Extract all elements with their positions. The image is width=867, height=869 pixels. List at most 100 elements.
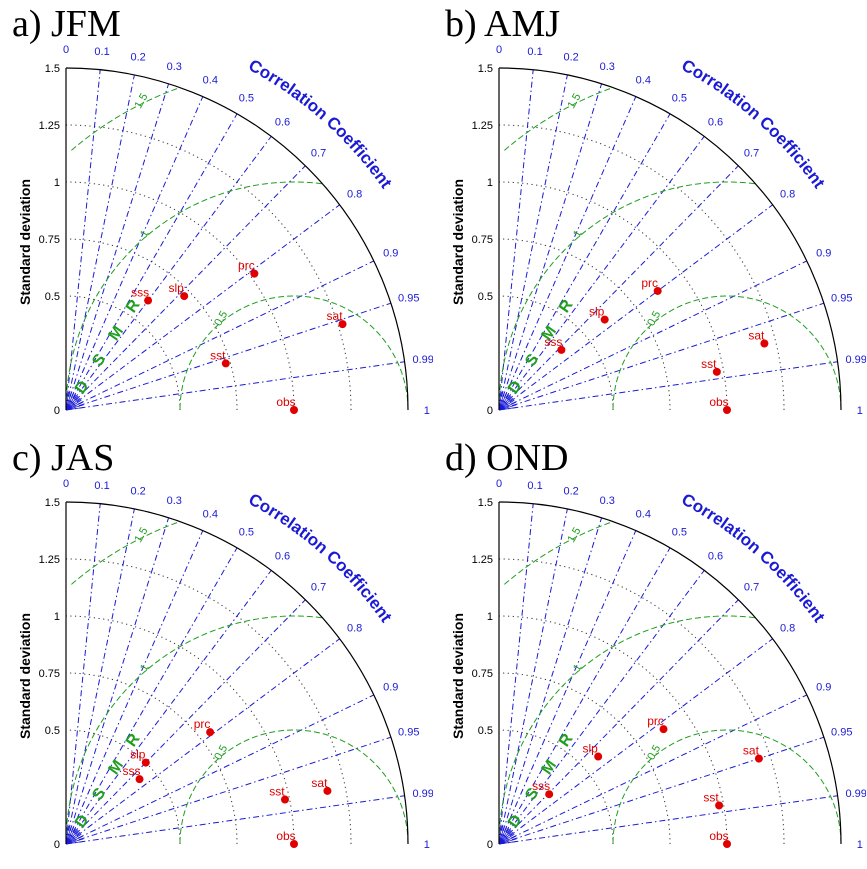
correlation-axis-title-text: Correlation Coefficient — [245, 490, 395, 626]
correlation-tick-label: 0.8 — [780, 189, 795, 201]
stddev-grid-arc — [498, 729, 614, 845]
stddev-grid-arc — [65, 672, 238, 845]
data-point-sst — [715, 801, 724, 810]
stddev-grid-arc — [65, 615, 295, 845]
stddev-tick-label: 0.5 — [478, 291, 493, 303]
correlation-tick-label: 0.1 — [527, 46, 542, 58]
correlation-ray — [65, 136, 272, 411]
rmsd-axis-letter: S — [89, 785, 109, 804]
correlation-axis-title: Correlation Coefficient — [245, 490, 395, 626]
correlation-ray — [498, 404, 517, 411]
correlation-tick-label: 0.5 — [239, 527, 254, 539]
correlation-axis-title: Correlation Coefficient — [678, 56, 828, 192]
correlation-ray — [65, 393, 74, 411]
rmsd-arc — [498, 181, 755, 411]
stddev-tick-label: 0 — [54, 405, 60, 417]
data-point-label-obs: obs — [709, 395, 728, 409]
data-point-obs — [290, 840, 298, 848]
stddev-tick-label: 1.25 — [39, 120, 60, 132]
stddev-tick-label: 1.5 — [478, 63, 493, 75]
correlation-tick-label: 0.3 — [600, 61, 615, 73]
stddev-tick-label: 1 — [487, 177, 493, 189]
data-point-label-slp: slp — [589, 305, 605, 319]
data-point-label-sat: sat — [748, 328, 765, 342]
stddev-tick-label: 0 — [487, 405, 493, 417]
taylor-diagram-ond: 0 0.1 0.2 0.3 0.4 0.5 0.6 0.7 0.8 0.9 0.95 0.99 1 0.5… — [450, 478, 866, 851]
correlation-ray — [498, 395, 512, 411]
data-point-label-slp: slp — [130, 748, 146, 762]
rmsd-tick-label: 1.5 — [132, 91, 150, 110]
rmsd-arc — [69, 88, 178, 153]
correlation-ray — [498, 827, 507, 845]
correlation-tick-label: 0.4 — [636, 74, 651, 86]
correlation-tick-label: 0.2 — [131, 485, 146, 497]
correlation-ray — [65, 795, 405, 845]
correlation-tick-label: 0.8 — [780, 623, 795, 635]
correlation-tick-label: 1 — [857, 405, 863, 417]
data-point-sss — [557, 345, 566, 354]
correlation-tick-label: 0.1 — [94, 480, 109, 492]
data-point-label-prc: prc — [647, 714, 664, 728]
correlation-tick-label: 0.6 — [708, 116, 723, 128]
correlation-ray — [498, 407, 518, 411]
correlation-tick-label: 0.95 — [398, 726, 419, 738]
correlation-ray — [65, 113, 238, 411]
rmsd-tick-label: 1 — [138, 228, 151, 239]
rmsd-axis-letter: S — [89, 351, 109, 370]
stddev-tick-label: 1 — [487, 611, 493, 623]
correlation-ray — [65, 83, 170, 411]
correlation-tick-label: 0.7 — [744, 147, 759, 159]
stddev-tick-label: 1.25 — [472, 120, 493, 132]
rmsd-tick-label: 0.5 — [645, 309, 663, 328]
correlation-tick-label: 0.7 — [311, 581, 326, 593]
correlation-ray — [65, 836, 83, 845]
correlation-ray — [65, 599, 306, 845]
correlation-ray — [65, 407, 85, 411]
correlation-ray — [65, 829, 79, 845]
correlation-tick-label: 0.5 — [239, 93, 254, 105]
stddev-tick-label: 0.75 — [39, 668, 60, 680]
data-point-prc — [250, 269, 259, 278]
correlation-tick-label: 0.2 — [564, 51, 579, 63]
data-point-slp — [180, 292, 189, 301]
correlation-tick-label: 0.7 — [744, 581, 759, 593]
outer-arc — [498, 501, 842, 845]
correlation-axis-title: Correlation Coefficient — [245, 56, 395, 192]
correlation-ray — [498, 831, 514, 845]
rmsd-arc — [65, 615, 322, 845]
correlation-tick-label: 1 — [424, 405, 430, 417]
data-point-obs — [723, 840, 731, 848]
rmsd-tick-label: 0.5 — [645, 743, 663, 762]
correlation-ray — [498, 836, 516, 845]
stddev-tick-label: 1 — [54, 611, 60, 623]
rmsd-arc — [179, 729, 409, 845]
correlation-tick-label: 0.3 — [167, 495, 182, 507]
correlation-tick-label: 0.8 — [347, 189, 362, 201]
correlation-ray — [65, 204, 340, 411]
correlation-ray — [65, 74, 135, 411]
data-point-prc — [653, 286, 662, 295]
rmsd-arc — [179, 295, 409, 411]
correlation-ray — [65, 694, 375, 845]
correlation-tick-label: 0 — [63, 478, 69, 490]
correlation-axis-title-text: Correlation Coefficient — [678, 56, 828, 192]
y-axis-title: Standard deviation — [450, 179, 466, 305]
correlation-tick-label: 0.95 — [831, 292, 852, 304]
y-axis-title: Standard deviation — [450, 613, 466, 739]
correlation-ray — [498, 302, 825, 411]
correlation-ray — [498, 204, 773, 411]
correlation-tick-label: 1 — [424, 839, 430, 851]
taylor-diagram-amj: 0 0.1 0.2 0.3 0.4 0.5 0.6 0.7 0.8 0.9 0.95 0.99 1 0.5… — [450, 44, 866, 417]
correlation-ray — [498, 399, 515, 411]
correlation-ray — [498, 260, 808, 411]
data-point-label-sat: sat — [311, 776, 328, 790]
correlation-label-path — [247, 503, 424, 699]
correlation-ray — [65, 69, 101, 411]
stddev-tick-label: 0.75 — [472, 668, 493, 680]
data-point-sst — [280, 795, 289, 804]
correlation-tick-label: 0.5 — [672, 93, 687, 105]
correlation-ray — [65, 841, 85, 845]
correlation-ray — [498, 638, 773, 845]
data-point-sss — [144, 296, 153, 305]
stddev-tick-label: 1.25 — [39, 554, 60, 566]
